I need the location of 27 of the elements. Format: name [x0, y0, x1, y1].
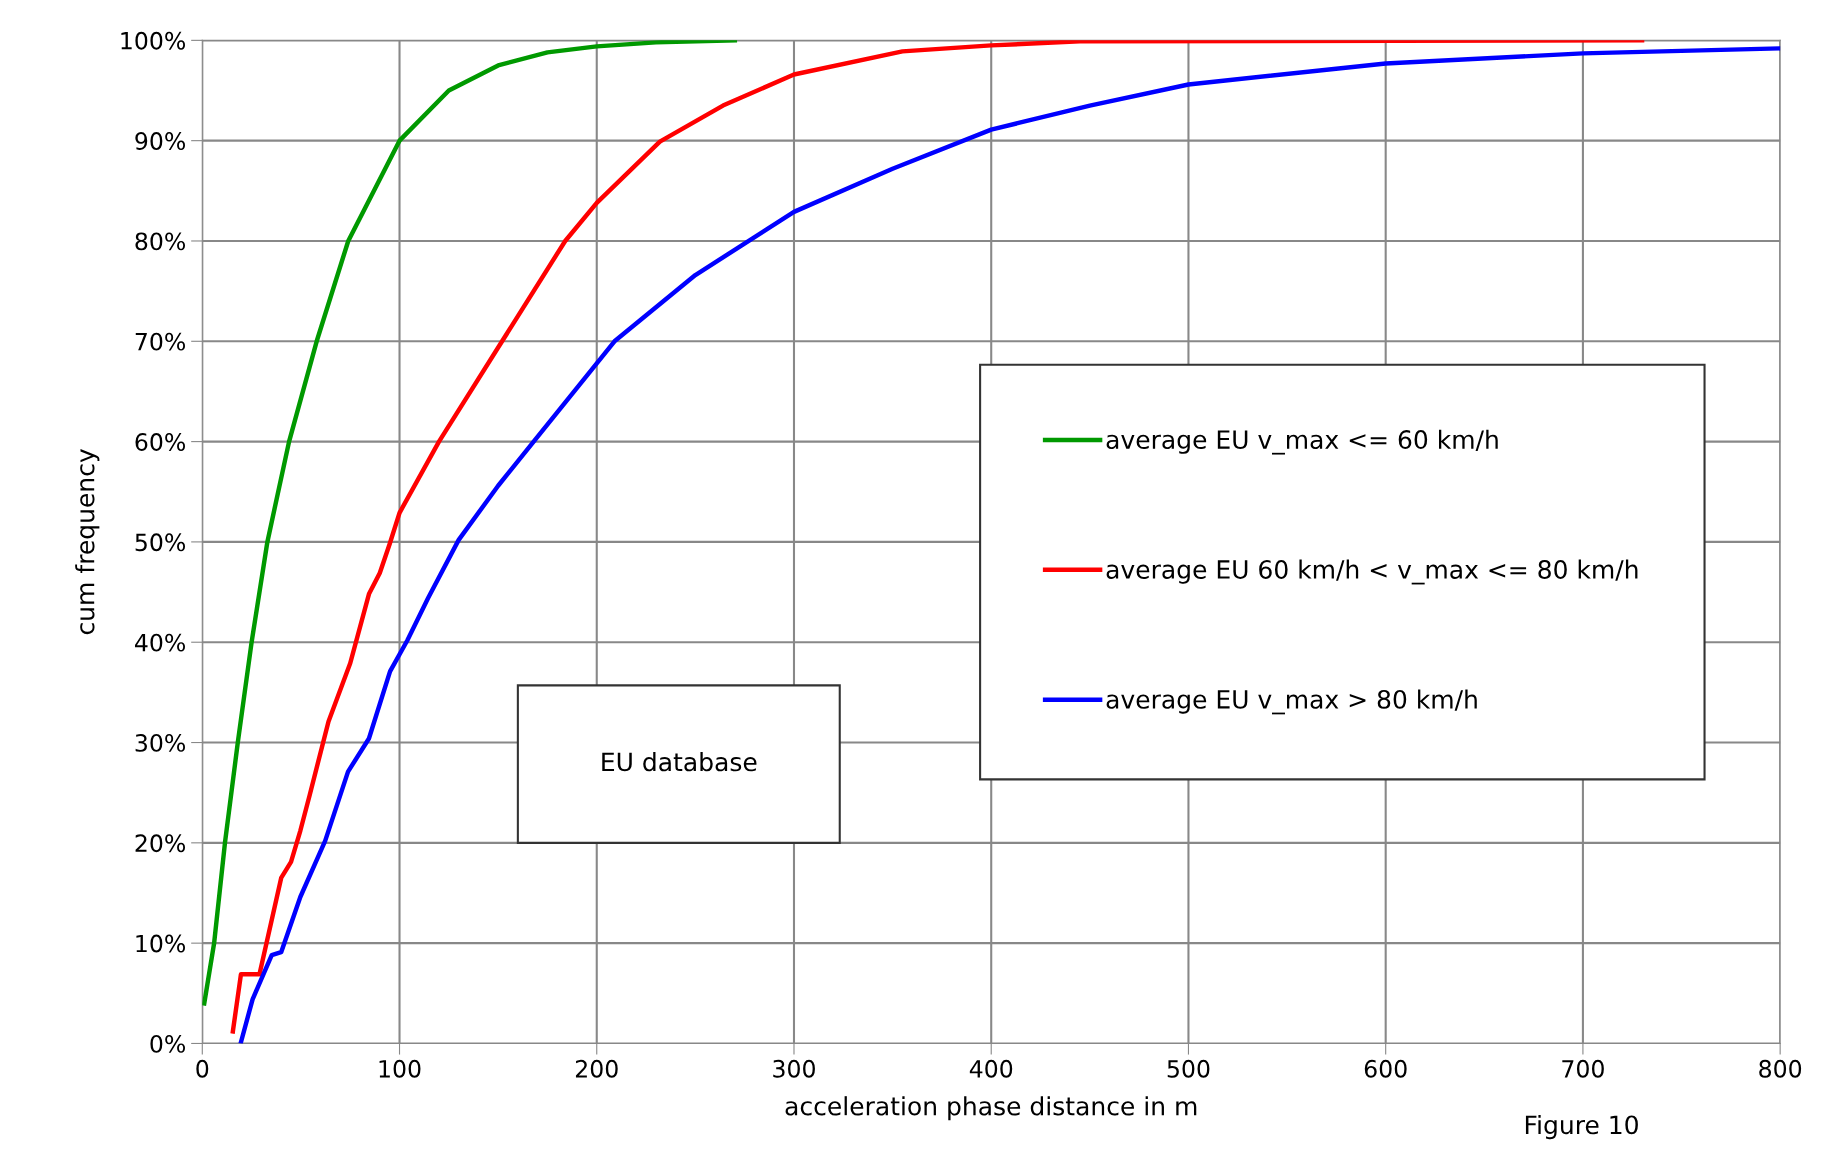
x-tick-label: 300 [773, 1059, 815, 1078]
x-tick-label: 200 [575, 1059, 618, 1078]
y-tick-label: 100% [121, 31, 186, 50]
x-tick-label: 700 [1562, 1059, 1604, 1078]
legend-label: average EU v_max <= 60 km/h [1106, 429, 1498, 455]
y-axis-title: cum frequency [75, 449, 100, 635]
y-tick-label: 60% [135, 433, 186, 451]
y-tick-label: 70% [135, 332, 186, 351]
legend-label: average EU 60 km/h < v_max <= 80 km/h [1106, 559, 1638, 585]
x-tick-label: 0 [196, 1059, 209, 1078]
y-tick-label: 40% [134, 633, 186, 652]
x-tick-label: 600 [1364, 1059, 1407, 1078]
x-tick-label: 400 [969, 1059, 1013, 1078]
y-tick-label: 50% [135, 533, 186, 552]
annotation: EU database [602, 752, 757, 772]
caption: Figure 10 [1525, 1114, 1638, 1140]
y-tick-label: 30% [135, 733, 186, 752]
x-axis-title: acceleration phase distance in m [785, 1096, 1197, 1121]
x-tick-label: 500 [1167, 1059, 1210, 1078]
y-tick-label: 20% [135, 834, 186, 853]
x-tick-label: 800 [1759, 1059, 1802, 1078]
y-tick-label: 80% [135, 232, 186, 251]
y-tick-label: 90% [135, 132, 186, 150]
y-tick-label: 10% [136, 934, 186, 953]
y-tick-label: 0% [150, 1034, 186, 1053]
legend-label: average EU v_max > 80 km/h [1106, 689, 1477, 715]
x-tick-label: 100 [379, 1059, 421, 1078]
